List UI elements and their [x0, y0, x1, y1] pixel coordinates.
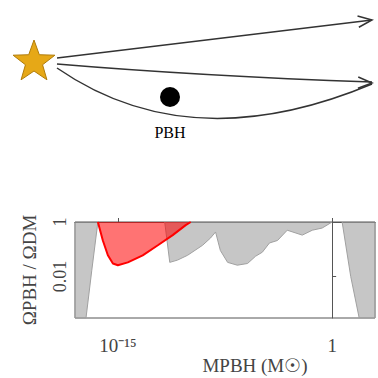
svg-text:1: 1 [50, 218, 70, 227]
svg-text:0.01: 0.01 [50, 261, 70, 293]
svg-text:PBH: PBH [154, 124, 186, 141]
svg-text:10⁻¹⁵: 10⁻¹⁵ [99, 335, 136, 356]
svg-text:MPBH (M☉): MPBH (M☉) [202, 355, 307, 377]
svg-text:ΩPBH / ΩDM: ΩPBH / ΩDM [19, 215, 40, 326]
svg-text:1: 1 [327, 335, 337, 356]
